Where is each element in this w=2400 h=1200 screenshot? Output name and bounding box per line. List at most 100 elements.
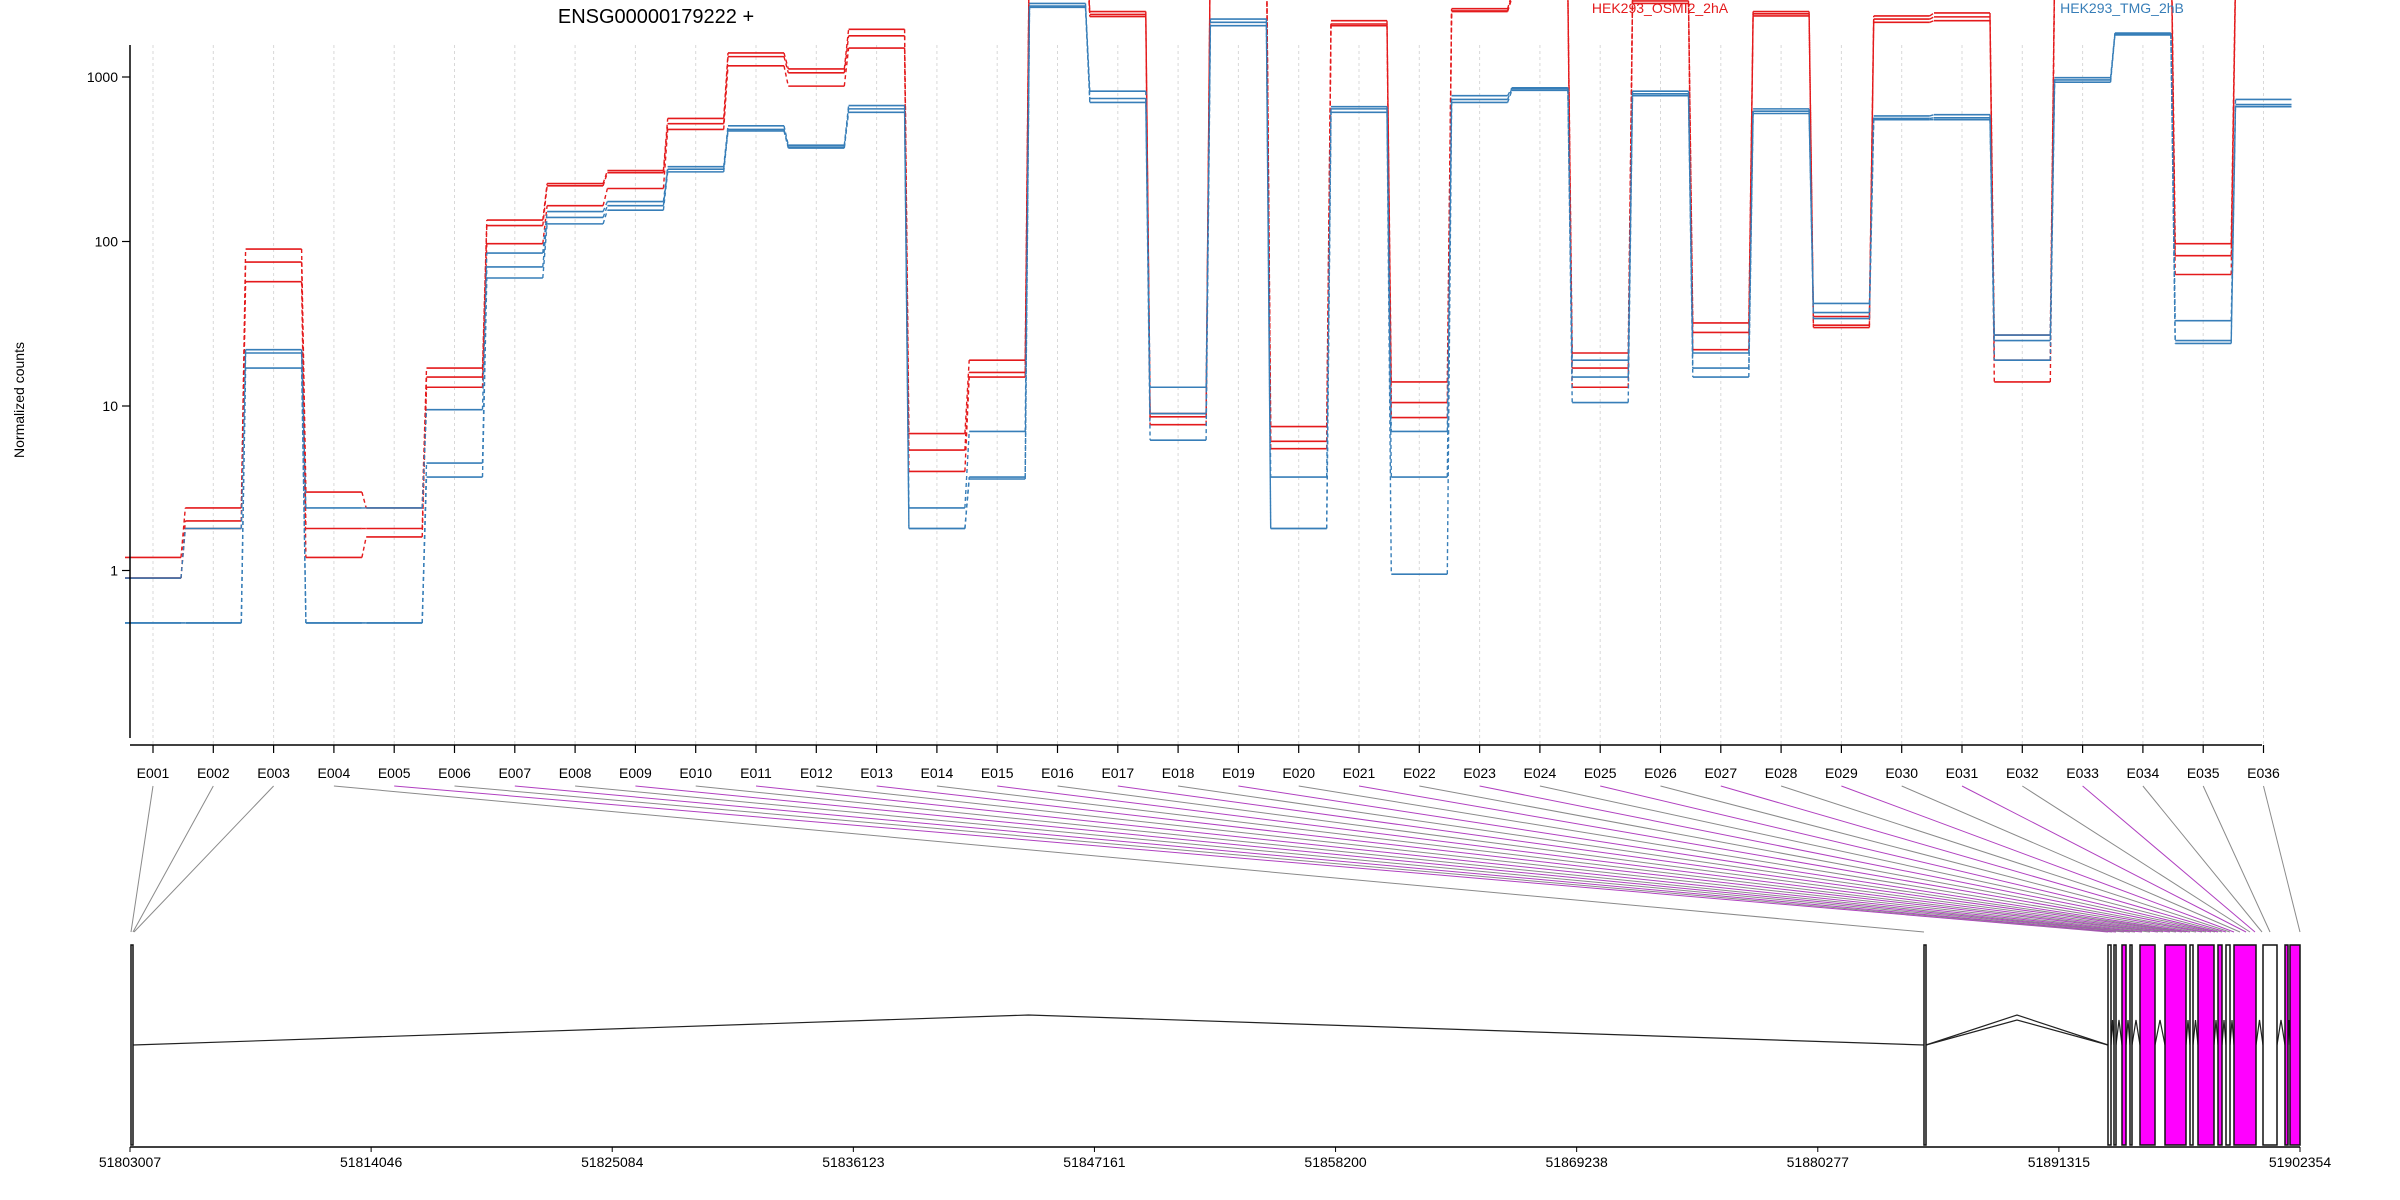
series-connector	[1386, 25, 1393, 418]
series-connector	[662, 129, 669, 189]
exon-connector	[1600, 785, 2219, 933]
x-tick-label: E024	[1524, 765, 1557, 781]
grid-lines	[152, 45, 2264, 745]
series-connector	[481, 277, 488, 478]
exon-connector	[1238, 785, 2191, 933]
x-tick-label: E011	[740, 765, 772, 781]
exon-connector	[695, 785, 2136, 933]
exon-connector	[1841, 785, 2235, 933]
x-tick-label: E001	[137, 765, 170, 781]
series-connector	[2049, 82, 2056, 361]
x-tick-label: E023	[1463, 765, 1496, 781]
exon-connector	[1720, 785, 2227, 933]
series-connector	[2171, 0, 2176, 256]
x-tick-label: E034	[2127, 765, 2160, 781]
genomic-tick-label: 51847161	[1063, 1154, 1126, 1170]
series-connector	[240, 281, 247, 521]
x-tick-label: E036	[2247, 765, 2280, 781]
x-tick-label: E003	[257, 765, 290, 781]
exon-block	[2164, 944, 2187, 1146]
series-connector	[180, 528, 186, 579]
genomic-tick-label: 51869238	[1546, 1154, 1609, 1170]
series-connector	[602, 170, 609, 184]
series-connector	[180, 507, 186, 558]
x-tick-label: E028	[1765, 765, 1798, 781]
series-connector	[2049, 0, 2055, 336]
series-connector	[783, 56, 789, 74]
exon-connector	[1539, 785, 2216, 933]
series-connector	[903, 112, 910, 529]
series-connector	[361, 536, 367, 558]
x-tick-label: E015	[981, 765, 1014, 781]
series-connector	[1627, 95, 1634, 403]
exon-block	[2107, 944, 2112, 1146]
genomic-tick-label: 51836123	[822, 1154, 885, 1170]
series-connector	[1567, 90, 1573, 403]
exon-connector	[936, 785, 2164, 933]
exon-connector	[876, 785, 2159, 933]
x-tick-label: E007	[498, 765, 531, 781]
series-connector	[1446, 11, 1453, 418]
series-connector	[662, 123, 669, 173]
x-tick-label: E027	[1704, 765, 1737, 781]
exon-block	[2189, 944, 2194, 1146]
series-connector	[964, 478, 970, 529]
genomic-tick-label: 51880277	[1787, 1154, 1850, 1170]
y-tick-label: 10	[102, 398, 118, 414]
exon-block	[130, 944, 134, 1146]
series-connector	[1506, 88, 1513, 100]
series-connector	[1929, 12, 1935, 17]
intron-line	[1925, 1019, 2109, 1046]
legend: HEK293_OSMI2_2hA HEK293_TMG_2hB	[1592, 0, 2184, 16]
series-lines	[125, 0, 2292, 624]
exon-connector	[2022, 785, 2251, 933]
series-connector	[843, 112, 850, 149]
series-connector	[1929, 20, 1935, 23]
exon-connector	[514, 785, 2117, 933]
exon-block	[2217, 944, 2223, 1146]
series-connector	[602, 209, 609, 225]
x-tick-label: E012	[800, 765, 833, 781]
series-connector	[542, 223, 548, 279]
x-tick-label: E018	[1162, 765, 1195, 781]
series-connector	[421, 409, 428, 508]
series-connector	[421, 477, 428, 623]
exon-connector	[755, 785, 2143, 933]
exon-block	[2233, 944, 2257, 1146]
exon-block	[2225, 944, 2231, 1146]
exon-connector	[454, 785, 2113, 933]
x-tick-label: E021	[1343, 765, 1376, 781]
series-connector	[602, 188, 609, 206]
series-connector	[1506, 90, 1513, 103]
genomic-tick-label: 51858200	[1304, 1154, 1367, 1170]
exon-connector	[1780, 785, 2231, 933]
x-tick-label: E017	[1101, 765, 1134, 781]
x-tick-label: E006	[438, 765, 471, 781]
x-tick-label: E009	[619, 765, 652, 781]
x-tick-label: E008	[559, 765, 592, 781]
series-connector	[2170, 34, 2176, 344]
series-connector	[1386, 108, 1393, 478]
genomic-tick-label: 51891315	[2028, 1154, 2091, 1170]
intron-line	[2255, 1019, 2264, 1046]
y-axis-label: Normalized counts	[11, 342, 27, 458]
series-connector	[723, 56, 729, 124]
x-tick-label: E019	[1222, 765, 1255, 781]
exon-connector	[333, 785, 1925, 933]
exon-connector	[2263, 785, 2301, 933]
exon-connector	[2082, 785, 2256, 933]
exon-connector	[1479, 785, 2212, 933]
exon-connector	[635, 785, 2131, 933]
x-tick-label: E005	[378, 765, 411, 781]
series-connector	[602, 205, 609, 218]
exon-block	[2139, 944, 2156, 1146]
series-connector	[2171, 0, 2176, 275]
series-connector	[240, 349, 247, 529]
exon-block	[2284, 944, 2289, 1146]
series-connector	[964, 431, 970, 508]
intron-line	[2276, 1019, 2286, 1046]
series-connector	[300, 349, 307, 508]
series-connector	[783, 130, 789, 149]
x-tick-label: E032	[2006, 765, 2039, 781]
series-connector	[1145, 102, 1151, 441]
